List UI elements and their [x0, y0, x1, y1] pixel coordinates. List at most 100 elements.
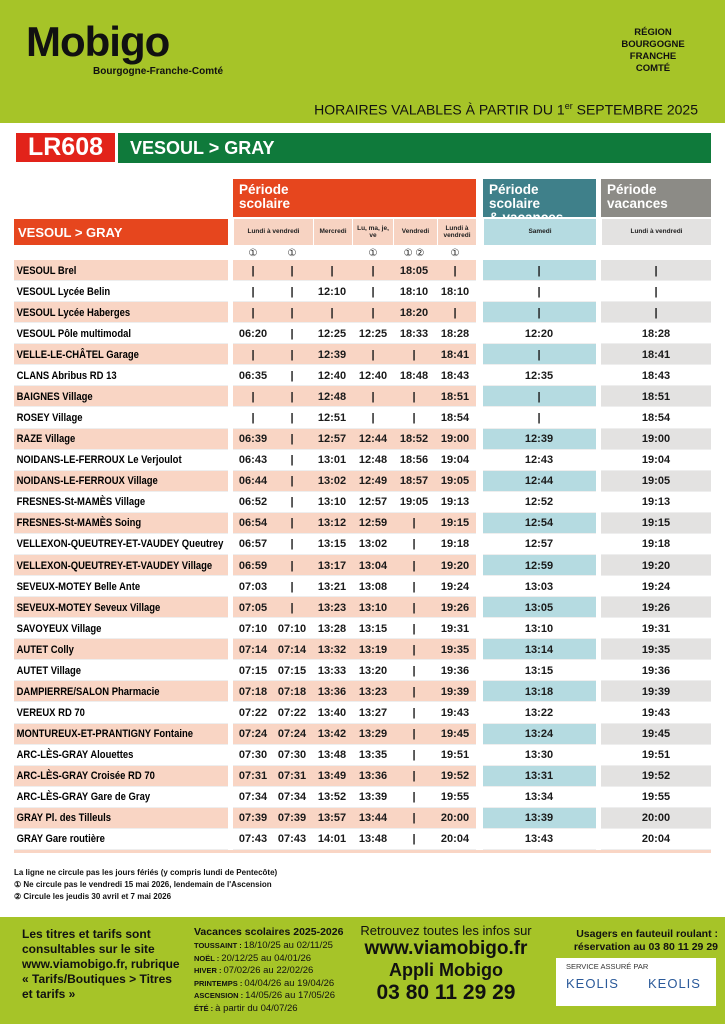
line-direction: VESOUL > GRAY: [118, 133, 711, 163]
time: 13:22: [524, 707, 554, 719]
holiday-dates: 07/02/26 au 22/02/26: [223, 965, 314, 976]
row-bg: [233, 807, 476, 829]
time: 13:19: [358, 643, 388, 656]
time: 12:40: [317, 369, 347, 382]
row-bg: [14, 365, 228, 387]
time: |: [412, 538, 416, 551]
row-bg: [233, 470, 476, 492]
time: 06:54: [238, 517, 268, 530]
time: 13:14: [524, 643, 554, 656]
time: 12:59: [524, 559, 554, 572]
column-header: Lu, ma, je, ve: [352, 219, 393, 245]
time: |: [251, 306, 255, 319]
time: 13:39: [358, 791, 388, 804]
row-bg: [233, 344, 476, 366]
time: 07:34: [277, 791, 307, 804]
time: 18:51: [440, 390, 470, 403]
holiday: NOËL :20/12/25 au 04/01/26: [194, 953, 354, 966]
stop-name: VESOUL Lycée Belin: [16, 285, 111, 298]
tariffs: Les titres et tarifs sont consultables s…: [22, 927, 180, 1001]
time: |: [251, 285, 255, 298]
row-bg: [601, 639, 711, 661]
row-bg: [601, 344, 711, 366]
time: 20:00: [641, 812, 671, 825]
time: 07:31: [238, 770, 268, 783]
row-bg: [14, 512, 228, 534]
stop-name: VESOUL Pôle multimodal: [16, 327, 132, 340]
row-bg: [483, 765, 596, 787]
row-bg: [233, 576, 476, 598]
column-note: ①: [368, 247, 378, 259]
row-bg: [233, 302, 476, 324]
stop-name: FRESNES-St-MAMÈS Village: [16, 496, 146, 509]
holiday-dates: 20/12/25 au 04/01/26: [221, 952, 312, 964]
time: |: [290, 264, 294, 277]
header-band: [0, 0, 725, 123]
time: |: [412, 643, 416, 656]
line-code: LR608: [14, 131, 117, 164]
row-bg: [14, 533, 228, 555]
stop-name: FRESNES-St-MAMÈS Soing: [16, 517, 142, 530]
time: 12:44: [524, 475, 554, 488]
row-bg: [601, 533, 711, 555]
time: 13:24: [524, 728, 554, 741]
time: 07:14: [238, 643, 268, 656]
row-bg: [14, 744, 228, 766]
column-header: Lundi à vendredi: [601, 219, 711, 245]
time: 12:43: [524, 454, 554, 467]
time: 13:39: [524, 812, 554, 825]
row-bg: [601, 723, 711, 745]
time: 07:43: [238, 833, 268, 846]
row-bg: [14, 576, 228, 598]
time: |: [412, 685, 416, 698]
operator-label: SERVICE ASSURÉ PAR: [566, 962, 649, 971]
time: 07:15: [277, 664, 307, 677]
time: 19:04: [440, 454, 470, 467]
stop-name-cell: VELLE-LE-CHÂTEL Garage: [14, 344, 228, 365]
time: |: [330, 264, 334, 277]
column-header: Mercredi: [313, 219, 352, 245]
time: |: [290, 496, 294, 509]
stop-name-cell: AUTET Village: [14, 660, 228, 681]
region-line: COMTÉ: [635, 63, 671, 74]
time: |: [412, 580, 416, 593]
row-bg: [601, 302, 711, 324]
time: 19:45: [440, 728, 470, 741]
time: |: [290, 454, 294, 467]
stop-name: SAVOYEUX Village: [16, 622, 102, 635]
time: |: [371, 390, 375, 403]
period-header: Période scolaire: [233, 179, 476, 217]
row-bg: [601, 365, 711, 387]
time: 07:05: [238, 601, 268, 614]
time: 13:48: [358, 833, 388, 846]
time: 19:35: [641, 643, 671, 656]
holiday-dates: 04/04/26 au 19/04/26: [244, 977, 335, 989]
time: 19:52: [440, 770, 470, 783]
stop-name: BAIGNES Village: [16, 390, 93, 403]
row-bg: [233, 681, 476, 703]
row-bg: [483, 470, 596, 492]
time: 13:30: [524, 749, 554, 762]
operator-box: SERVICE ASSURÉ PAR KEOLIS KEOLIS: [556, 958, 716, 1006]
row-bg: [14, 786, 228, 808]
time: 07:39: [238, 812, 268, 825]
row-bg: [233, 765, 476, 787]
row-bg: [14, 260, 228, 282]
info-url: www.viamobigo.fr: [364, 938, 528, 959]
time: |: [251, 412, 255, 425]
time: 19:39: [641, 685, 671, 698]
time: |: [290, 517, 294, 530]
row-bg: [233, 449, 476, 471]
region-logo: RÉGION BOURGOGNE FRANCHE COMTÉ: [618, 27, 688, 75]
row-bg: [14, 386, 228, 408]
time: 20:00: [440, 812, 470, 825]
time: 12:20: [524, 327, 554, 340]
time: 13:43: [524, 833, 554, 846]
time: 13:48: [317, 749, 347, 762]
stop-name-cell: VELLEXON-QUEUTREY-ET-VAUDEY Queutrey: [14, 534, 228, 555]
time: 19:35: [440, 643, 470, 656]
time: 12:51: [317, 412, 347, 425]
row-bg: [14, 449, 228, 471]
stop-name: VELLE-LE-CHÂTEL Garage: [16, 348, 139, 361]
time: 13:40: [317, 707, 347, 719]
